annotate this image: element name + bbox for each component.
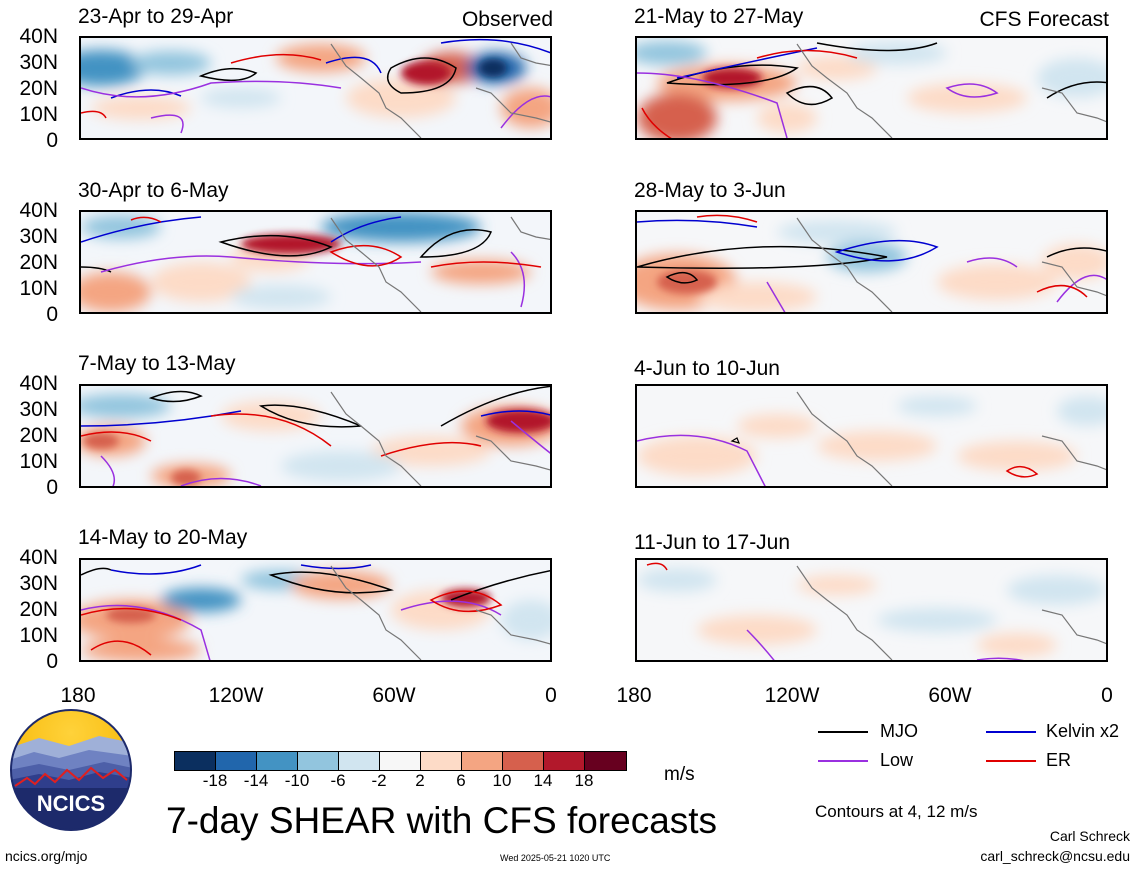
legend-mjo-label: MJO <box>880 721 918 741</box>
lat-label: 10N <box>19 450 58 473</box>
panel-title-3: 7-May to 13-May <box>78 352 236 375</box>
website-link[interactable]: ncics.org/mjo <box>5 848 88 864</box>
timestamp: Wed 2025-05-21 1020 UTC <box>500 853 611 863</box>
map-panel-4 <box>79 558 552 662</box>
panel-title-8: 11-Jun to 17-Jun <box>634 531 791 554</box>
lon-label: 60W <box>928 684 972 707</box>
colorbar-tick-label: -6 <box>330 771 346 790</box>
contours-note: Contours at 4, 12 m/s <box>815 802 978 821</box>
colorbar-tick-label: 2 <box>415 771 425 790</box>
colorbar-tick-label: -18 <box>202 771 228 790</box>
legend-er-line <box>986 760 1036 762</box>
lon-label: 120W <box>208 684 264 707</box>
colorbar-tick-label: 6 <box>456 771 466 790</box>
lat-label: 40N <box>19 546 58 569</box>
forecast-label: CFS Forecast <box>979 8 1109 31</box>
lat-label: 0 <box>46 650 58 673</box>
lat-label: 20N <box>19 424 58 447</box>
lat-label: 0 <box>46 476 58 499</box>
panel-title-1: 23-Apr to 29-Apr <box>78 5 234 28</box>
lon-label: 180 <box>616 684 652 707</box>
colorbar-swatch <box>257 752 298 770</box>
colorbar-swatch <box>462 752 503 770</box>
panel-title-4: 14-May to 20-May <box>78 526 248 549</box>
colorbar-swatch <box>175 752 216 770</box>
colorbar-swatch <box>380 752 421 770</box>
lat-label: 20N <box>19 251 58 274</box>
logo-text: NCICS <box>37 791 105 816</box>
lat-label: 10N <box>19 103 58 126</box>
map-panel-6 <box>635 210 1108 314</box>
lat-label: 10N <box>19 624 58 647</box>
colorbar-swatch <box>503 752 544 770</box>
observed-label: Observed <box>461 8 553 31</box>
map-panel-3 <box>79 384 552 488</box>
colorbar-tick-label: 18 <box>574 771 594 790</box>
legend-kelvin-line <box>986 731 1036 733</box>
colorbar-swatch <box>298 752 339 770</box>
author: Carl Schreck <box>1049 828 1130 844</box>
panel-title-2: 30-Apr to 6-May <box>78 179 229 202</box>
colorbar-units: m/s <box>664 764 695 785</box>
lat-label: 0 <box>46 303 58 326</box>
colorbar-swatch <box>585 752 626 770</box>
map-panel-5 <box>635 36 1108 140</box>
colorbar-tick-label: -10 <box>284 771 310 790</box>
colorbar-tick-label: -2 <box>371 771 387 790</box>
map-panel-1 <box>79 36 552 140</box>
lat-label: 30N <box>19 572 58 595</box>
colorbar <box>174 751 627 771</box>
colorbar-swatch <box>216 752 257 770</box>
colorbar-ticks: -18 -14 -10 -6 -2 2 6 10 14 18 <box>174 771 625 791</box>
legend-kelvin-label: Kelvin x2 <box>1046 721 1120 741</box>
panel-title-5: 21-May to 27-May <box>634 5 804 28</box>
lat-label: 30N <box>19 398 58 421</box>
lat-label: 40N <box>19 199 58 222</box>
legend-low-line <box>818 760 868 762</box>
lat-label: 0 <box>46 129 58 152</box>
legend-er-label: ER <box>1046 750 1072 770</box>
legend-mjo-line <box>818 731 868 733</box>
author-email: carl_schreck@ncsu.edu <box>980 848 1130 864</box>
lat-label: 20N <box>19 598 58 621</box>
colorbar-tick-label: 14 <box>533 771 553 790</box>
lat-label: 20N <box>19 77 58 100</box>
lon-label: 120W <box>764 684 820 707</box>
legend-low-label: Low <box>880 750 914 770</box>
panel-title-6: 28-May to 3-Jun <box>634 179 786 202</box>
ncics-logo: NCICS <box>9 708 133 832</box>
colorbar-swatch <box>339 752 380 770</box>
map-panel-7 <box>635 384 1108 488</box>
colorbar-tick-label: -14 <box>243 771 269 790</box>
lat-label: 40N <box>19 372 58 395</box>
lat-label: 10N <box>19 277 58 300</box>
colorbar-swatch <box>421 752 462 770</box>
map-panel-8 <box>635 558 1108 662</box>
lon-label: 0 <box>1101 684 1113 707</box>
lat-label: 30N <box>19 51 58 74</box>
lat-label: 40N <box>19 25 58 48</box>
colorbar-swatch <box>544 752 585 770</box>
lon-label: 0 <box>545 684 557 707</box>
lat-label: 30N <box>19 225 58 248</box>
map-panel-2 <box>79 210 552 314</box>
main-title: 7-day SHEAR with CFS forecasts <box>166 800 718 841</box>
colorbar-tick-label: 10 <box>492 771 512 790</box>
lon-label: 180 <box>60 684 96 707</box>
lon-label: 60W <box>372 684 416 707</box>
panel-title-7: 4-Jun to 10-Jun <box>634 357 780 380</box>
